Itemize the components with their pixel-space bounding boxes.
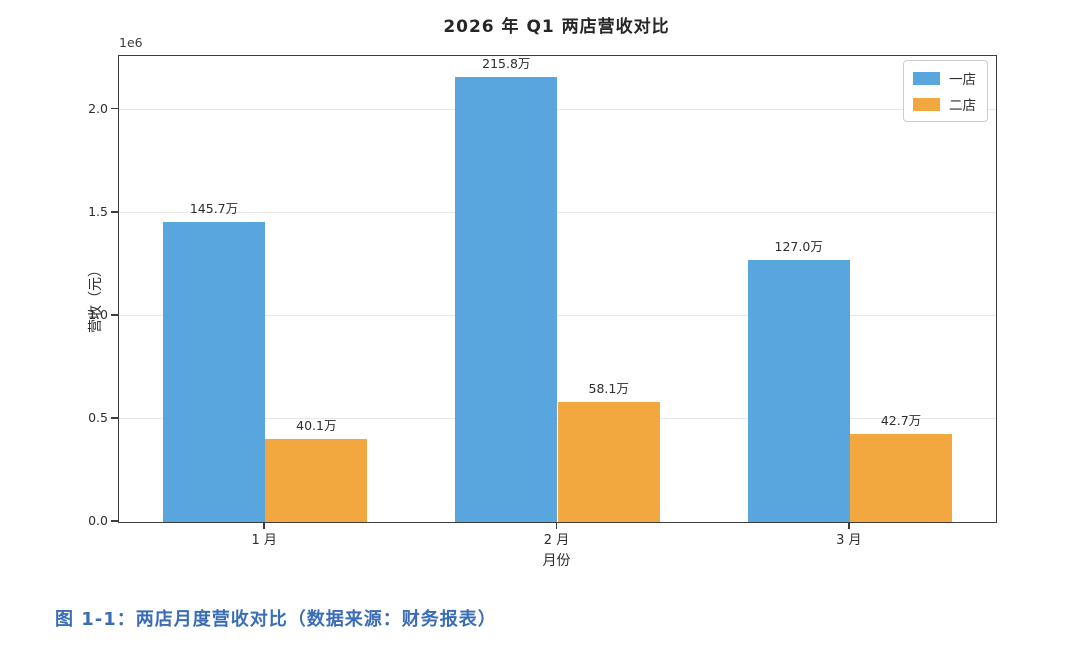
y-tick-label: 2.0	[88, 100, 108, 116]
x-tick-mark	[263, 523, 265, 529]
figure-caption: 图 1-1：两店月度营收对比（数据来源：财务报表）	[55, 609, 497, 630]
x-tick-label: 2 月	[543, 533, 570, 548]
x-tick-mark	[555, 523, 558, 529]
legend-item: 二店	[913, 94, 976, 114]
x-tick-label: 3 月	[836, 533, 862, 548]
bar-value-label: 145.7万	[189, 200, 239, 216]
gridline	[119, 108, 996, 110]
bar-series2-month1	[265, 439, 368, 522]
gridline	[119, 314, 996, 316]
y-tick-mark	[111, 314, 118, 316]
bar-value-label: 127.0万	[774, 239, 823, 255]
y-tick-mark	[111, 417, 118, 419]
bar-series1-month1	[162, 221, 266, 522]
bar-value-label: 215.8万	[482, 56, 531, 71]
y-tick-label: 1.5	[88, 203, 108, 219]
bar-series2-month2	[557, 402, 660, 522]
y-tick-mark	[111, 107, 118, 110]
bar-series2-month3	[849, 434, 953, 522]
y-tick-label: 0.5	[88, 409, 108, 425]
legend-label: 二店	[949, 98, 976, 114]
y-tick-mark	[111, 211, 118, 213]
y-tick-label: 1.0	[88, 306, 108, 322]
bar-series1-month2	[455, 77, 558, 522]
bar-value-label: 42.7万	[880, 413, 922, 428]
y-tick-label: 0.0	[88, 513, 108, 528]
x-tick-mark	[848, 523, 850, 529]
chart-title: 2026 年 Q1 两店营收对比	[443, 17, 670, 37]
y-axis-offset-text: 1e6	[119, 35, 143, 50]
x-axis-label: 月份	[542, 553, 571, 569]
bar-value-label: 40.1万	[296, 418, 337, 434]
gridline	[119, 211, 996, 213]
legend: 一店 二店	[903, 60, 988, 122]
legend-label: 一店	[949, 72, 976, 88]
legend-swatch	[913, 71, 940, 85]
legend-swatch	[913, 97, 940, 111]
x-tick-label: 1 月	[251, 533, 277, 548]
y-tick-mark	[111, 520, 118, 522]
legend-item: 一店	[913, 68, 976, 88]
plot-area: 145.7万 215.8万 127.0万 40.1万 58.1万 42.7万	[118, 55, 997, 523]
bar-value-label: 58.1万	[588, 381, 629, 397]
bar-series1-month3	[747, 260, 850, 522]
